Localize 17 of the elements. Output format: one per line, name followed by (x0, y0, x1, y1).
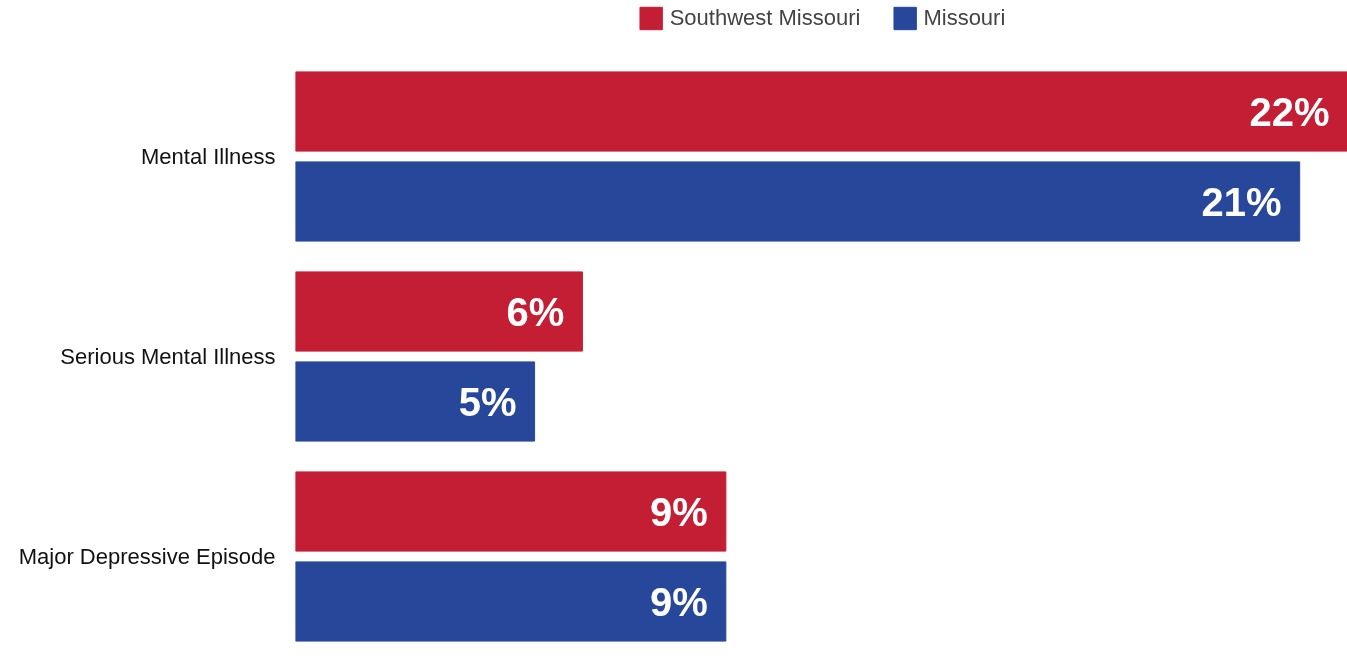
bar (295, 361, 536, 442)
legend-label: Southwest Missouri (669, 5, 861, 31)
bar (295, 71, 1347, 152)
data-label: 6% (506, 289, 565, 334)
data-label: 22% (1249, 89, 1330, 134)
y-tick-label: Mental Illness (141, 144, 276, 169)
bar (295, 271, 583, 352)
bar (295, 471, 727, 552)
legend-label: Missouri (923, 5, 1006, 31)
data-label: 9% (650, 489, 708, 534)
data-label: 21% (1201, 179, 1282, 224)
data-label: 9% (650, 579, 708, 624)
y-tick-label: Major Depressive Episode (18, 544, 276, 569)
bar (295, 161, 1301, 242)
bar (295, 561, 727, 642)
data-label: 5% (458, 379, 517, 424)
y-tick-label: Serious Mental Illness (60, 344, 276, 369)
